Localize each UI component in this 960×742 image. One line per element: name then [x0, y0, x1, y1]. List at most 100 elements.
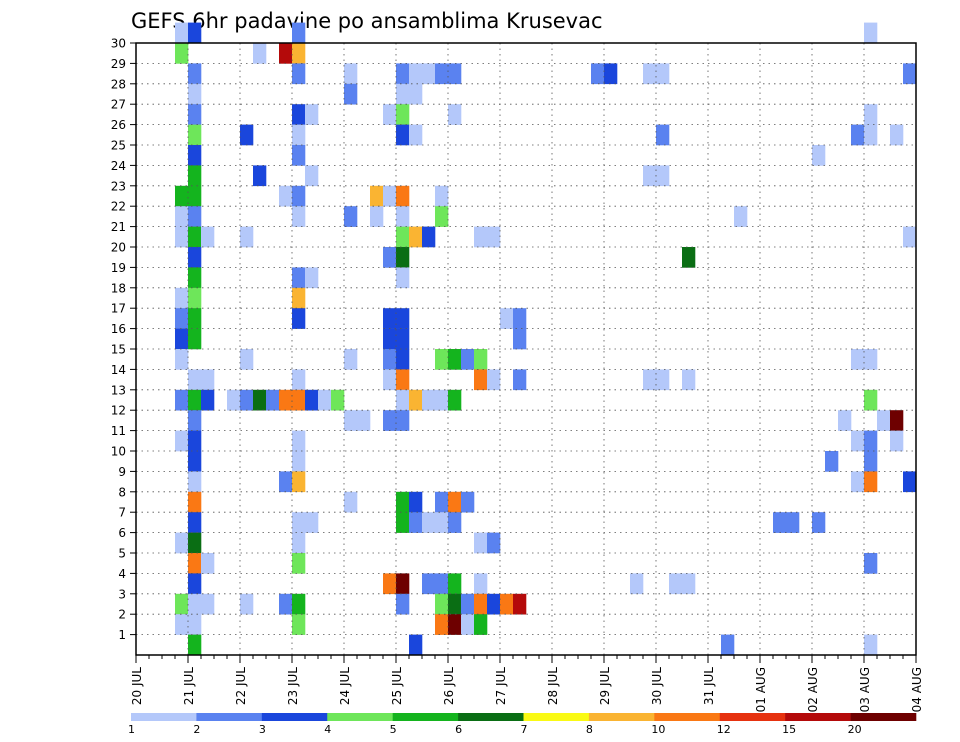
heatmap-cell — [890, 430, 904, 452]
heatmap-cell — [344, 206, 358, 227]
colorbar-segment — [785, 713, 851, 721]
heatmap-cell — [253, 43, 267, 64]
y-tick-label: 21 — [111, 220, 126, 234]
heatmap-cell — [201, 389, 215, 411]
heatmap-cell — [448, 63, 462, 85]
heatmap-cell — [474, 573, 488, 595]
heatmap-cell — [435, 593, 449, 615]
heatmap-cell — [383, 104, 397, 125]
y-axis: 1234567891011121314151617181920212223242… — [111, 37, 136, 642]
heatmap-cell — [461, 349, 475, 370]
x-tick-label: 04 AUG — [910, 667, 924, 712]
heatmap-cell — [396, 226, 410, 248]
heatmap-cell — [396, 63, 410, 85]
heatmap-cell — [409, 389, 423, 411]
heatmap-cell — [396, 593, 410, 615]
heatmap-cell — [877, 410, 891, 431]
heatmap-cell — [383, 308, 397, 329]
colorbar-segment — [196, 713, 263, 721]
colorbar-legend: 1 2 3 4 5 6 7 8 10 12 15 20 — [128, 713, 917, 736]
y-tick-label: 15 — [111, 343, 126, 357]
colorbar-label: 2 — [193, 723, 200, 736]
heatmap-cell — [734, 206, 748, 227]
heatmap-cell — [409, 63, 423, 85]
y-tick-label: 18 — [111, 281, 126, 295]
heatmap-cell — [175, 308, 189, 329]
heatmap-cell — [474, 614, 488, 635]
y-tick-label: 12 — [111, 404, 126, 418]
heatmap-cell — [396, 328, 410, 350]
heatmap-cell — [903, 471, 917, 493]
heatmap-cell — [448, 491, 462, 513]
heatmap-cell — [864, 451, 878, 472]
heatmap-cell — [396, 573, 410, 595]
heatmap-cell — [383, 410, 397, 431]
colorbar-segment — [719, 713, 786, 721]
heatmap-cell — [292, 532, 306, 554]
colorbar-segment — [392, 713, 459, 721]
x-tick-label: 20 JUL — [130, 667, 144, 705]
y-tick-label: 16 — [111, 322, 126, 336]
heatmap-cell — [422, 63, 436, 85]
x-tick-label: 25 JUL — [390, 667, 404, 705]
heatmap-cell — [656, 124, 670, 146]
heatmap-cell — [656, 165, 670, 187]
heatmap-cell — [448, 593, 462, 615]
heatmap-cell — [682, 369, 696, 391]
heatmap-cell — [292, 512, 306, 533]
heatmap-cell — [188, 634, 202, 656]
heatmap-cell — [175, 389, 189, 411]
heatmap-cell — [864, 389, 878, 411]
heatmap-cell — [422, 389, 436, 411]
colorbar-label: 12 — [717, 723, 731, 736]
heatmap-cell — [292, 267, 306, 289]
heatmap-cell — [682, 573, 696, 595]
heatmap-cell — [175, 43, 189, 64]
heatmap-cell — [396, 206, 410, 227]
heatmap-cell — [773, 512, 787, 533]
x-tick-label: 02 AUG — [806, 667, 820, 712]
colorbar-label: 3 — [259, 723, 266, 736]
heatmap-cell — [279, 43, 293, 64]
heatmap-cell — [396, 185, 410, 207]
y-tick-label: 9 — [118, 465, 126, 479]
heatmap-cell — [435, 389, 449, 411]
y-tick-label: 29 — [111, 57, 126, 71]
heatmap-cell — [448, 512, 462, 533]
y-tick-label: 2 — [118, 608, 126, 622]
heatmap-cell — [175, 206, 189, 227]
y-tick-label: 6 — [118, 526, 126, 540]
x-axis: 20 JUL 21 JUL 22 JUL 23 JUL 24 JUL 25 JUL 26 J… — [130, 655, 924, 712]
heatmap-cell — [812, 512, 826, 533]
heatmap-cell — [188, 226, 202, 248]
heatmap-cell — [201, 226, 215, 248]
heatmap-cell — [409, 124, 423, 146]
heatmap-cell — [188, 389, 202, 411]
heatmap-cell — [292, 185, 306, 207]
heatmap-cell — [396, 247, 410, 268]
heatmap-cell — [656, 369, 670, 391]
heatmap-cell — [292, 553, 306, 574]
heatmap-cell — [357, 410, 371, 431]
heatmap-cell — [890, 124, 904, 146]
heatmap-cell — [396, 369, 410, 391]
heatmap-cell — [188, 104, 202, 125]
heatmap-cell — [383, 369, 397, 391]
heatmap-cell — [292, 63, 306, 85]
colorbar-label: 20 — [848, 723, 862, 736]
y-tick-label: 7 — [118, 506, 126, 520]
heatmap-cell — [266, 389, 280, 411]
heatmap-cell — [461, 614, 475, 635]
heatmap-cell — [188, 328, 202, 350]
colorbar-label: 15 — [782, 723, 796, 736]
heatmap-cell — [851, 124, 865, 146]
colorbar-label: 4 — [324, 723, 331, 736]
heatmap-cell — [370, 185, 384, 207]
heatmap-cell — [370, 206, 384, 227]
heatmap-cell — [435, 491, 449, 513]
y-tick-label: 22 — [111, 200, 126, 214]
heatmap-cell — [201, 553, 215, 574]
y-tick-label: 30 — [111, 37, 126, 51]
heatmap-cell — [188, 593, 202, 615]
heatmap-cell — [903, 226, 917, 248]
